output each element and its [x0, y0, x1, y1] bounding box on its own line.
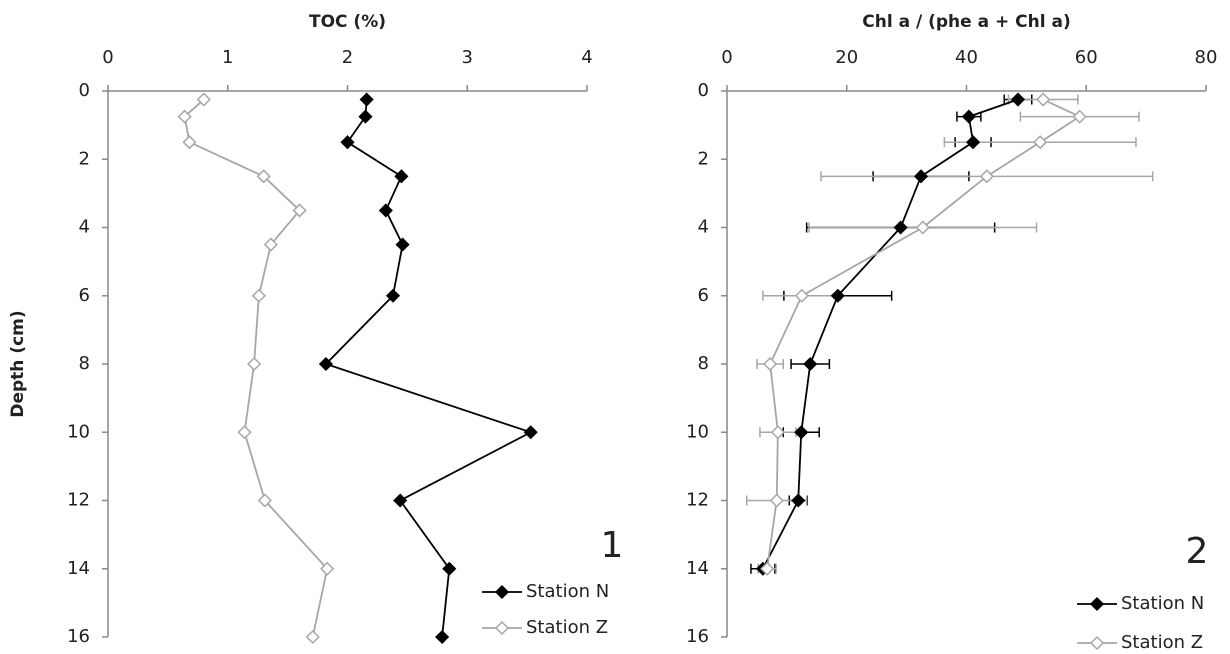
marker [394, 169, 409, 184]
y-tick-label: 6 [79, 285, 90, 306]
marker [177, 109, 192, 124]
marker [395, 237, 410, 252]
marker [257, 493, 272, 508]
y-tick-label: 2 [79, 148, 90, 169]
marker [442, 561, 457, 576]
x-tick-label: 4 [581, 47, 592, 68]
marker [913, 169, 929, 184]
series-line [762, 98, 1019, 570]
marker [378, 203, 393, 218]
marker [292, 203, 307, 218]
marker [1033, 135, 1048, 150]
marker [961, 109, 976, 124]
marker [763, 356, 778, 372]
marker [893, 220, 908, 235]
y-tick-label: 0 [698, 80, 709, 101]
marker [1072, 109, 1087, 124]
marker [340, 135, 355, 150]
y-tick-label: 16 [686, 626, 709, 647]
marker [237, 425, 252, 440]
marker [770, 425, 785, 440]
chart-title: TOC (%) [309, 12, 386, 32]
marker [247, 356, 262, 372]
series-line [324, 99, 534, 638]
y-tick-label: 4 [79, 217, 90, 238]
marker [979, 169, 994, 184]
legend-label: Station N [1121, 593, 1204, 614]
marker [1010, 92, 1026, 107]
marker [182, 135, 197, 150]
marker [769, 493, 784, 508]
y-tick-label: 14 [686, 558, 709, 579]
marker [385, 288, 401, 303]
chart-title: Chl a / (phe a + Chl a) [862, 12, 1070, 32]
x-tick-label: 3 [462, 47, 473, 68]
y-tick-label: 8 [698, 353, 709, 374]
x-tick-label: 40 [955, 47, 978, 68]
marker [760, 561, 775, 576]
legend-marker [1089, 635, 1105, 651]
x-tick-label: 20 [835, 47, 858, 68]
marker [830, 288, 845, 303]
marker [251, 288, 266, 303]
marker [393, 493, 408, 508]
x-tick-label: 2 [342, 47, 353, 68]
marker [523, 425, 538, 440]
marker [263, 237, 278, 252]
y-tick-label: 10 [686, 421, 709, 442]
y-axis-label: Depth (cm) [8, 310, 28, 417]
x-tick-label: 1 [222, 47, 233, 68]
marker [915, 220, 930, 235]
series-line [766, 98, 1082, 569]
x-tick-label: 0 [721, 47, 732, 68]
marker [358, 109, 373, 124]
marker [966, 135, 981, 150]
y-tick-label: 2 [698, 148, 709, 169]
marker [305, 629, 320, 645]
y-tick-label: 8 [79, 353, 90, 374]
y-tick-label: 10 [67, 421, 90, 442]
x-tick-label: 80 [1195, 47, 1218, 68]
marker [794, 425, 809, 440]
legend-marker [494, 620, 510, 636]
y-tick-label: 4 [698, 217, 709, 238]
panel-label: 2 [1186, 531, 1209, 572]
x-tick-label: 0 [102, 47, 113, 68]
y-tick-label: 6 [698, 285, 709, 306]
marker [803, 356, 818, 372]
marker [435, 629, 450, 645]
y-tick-label: 14 [67, 558, 90, 579]
legend-marker [1089, 596, 1105, 612]
legend-label: Station N [526, 581, 609, 602]
marker [196, 92, 211, 107]
marker [318, 356, 334, 372]
y-tick-label: 12 [67, 490, 90, 511]
marker [320, 561, 335, 576]
legend-marker [494, 584, 510, 600]
marker [256, 169, 271, 184]
y-tick-label: 16 [67, 626, 90, 647]
y-tick-label: 12 [686, 490, 709, 511]
marker [791, 493, 806, 508]
marker [794, 288, 809, 303]
marker [1036, 92, 1051, 107]
legend-label: Station Z [526, 617, 608, 638]
x-tick-label: 60 [1075, 47, 1098, 68]
marker [359, 92, 374, 107]
y-tick-label: 0 [79, 80, 90, 101]
panel-label: 1 [601, 525, 624, 566]
legend-label: Station Z [1121, 632, 1203, 653]
